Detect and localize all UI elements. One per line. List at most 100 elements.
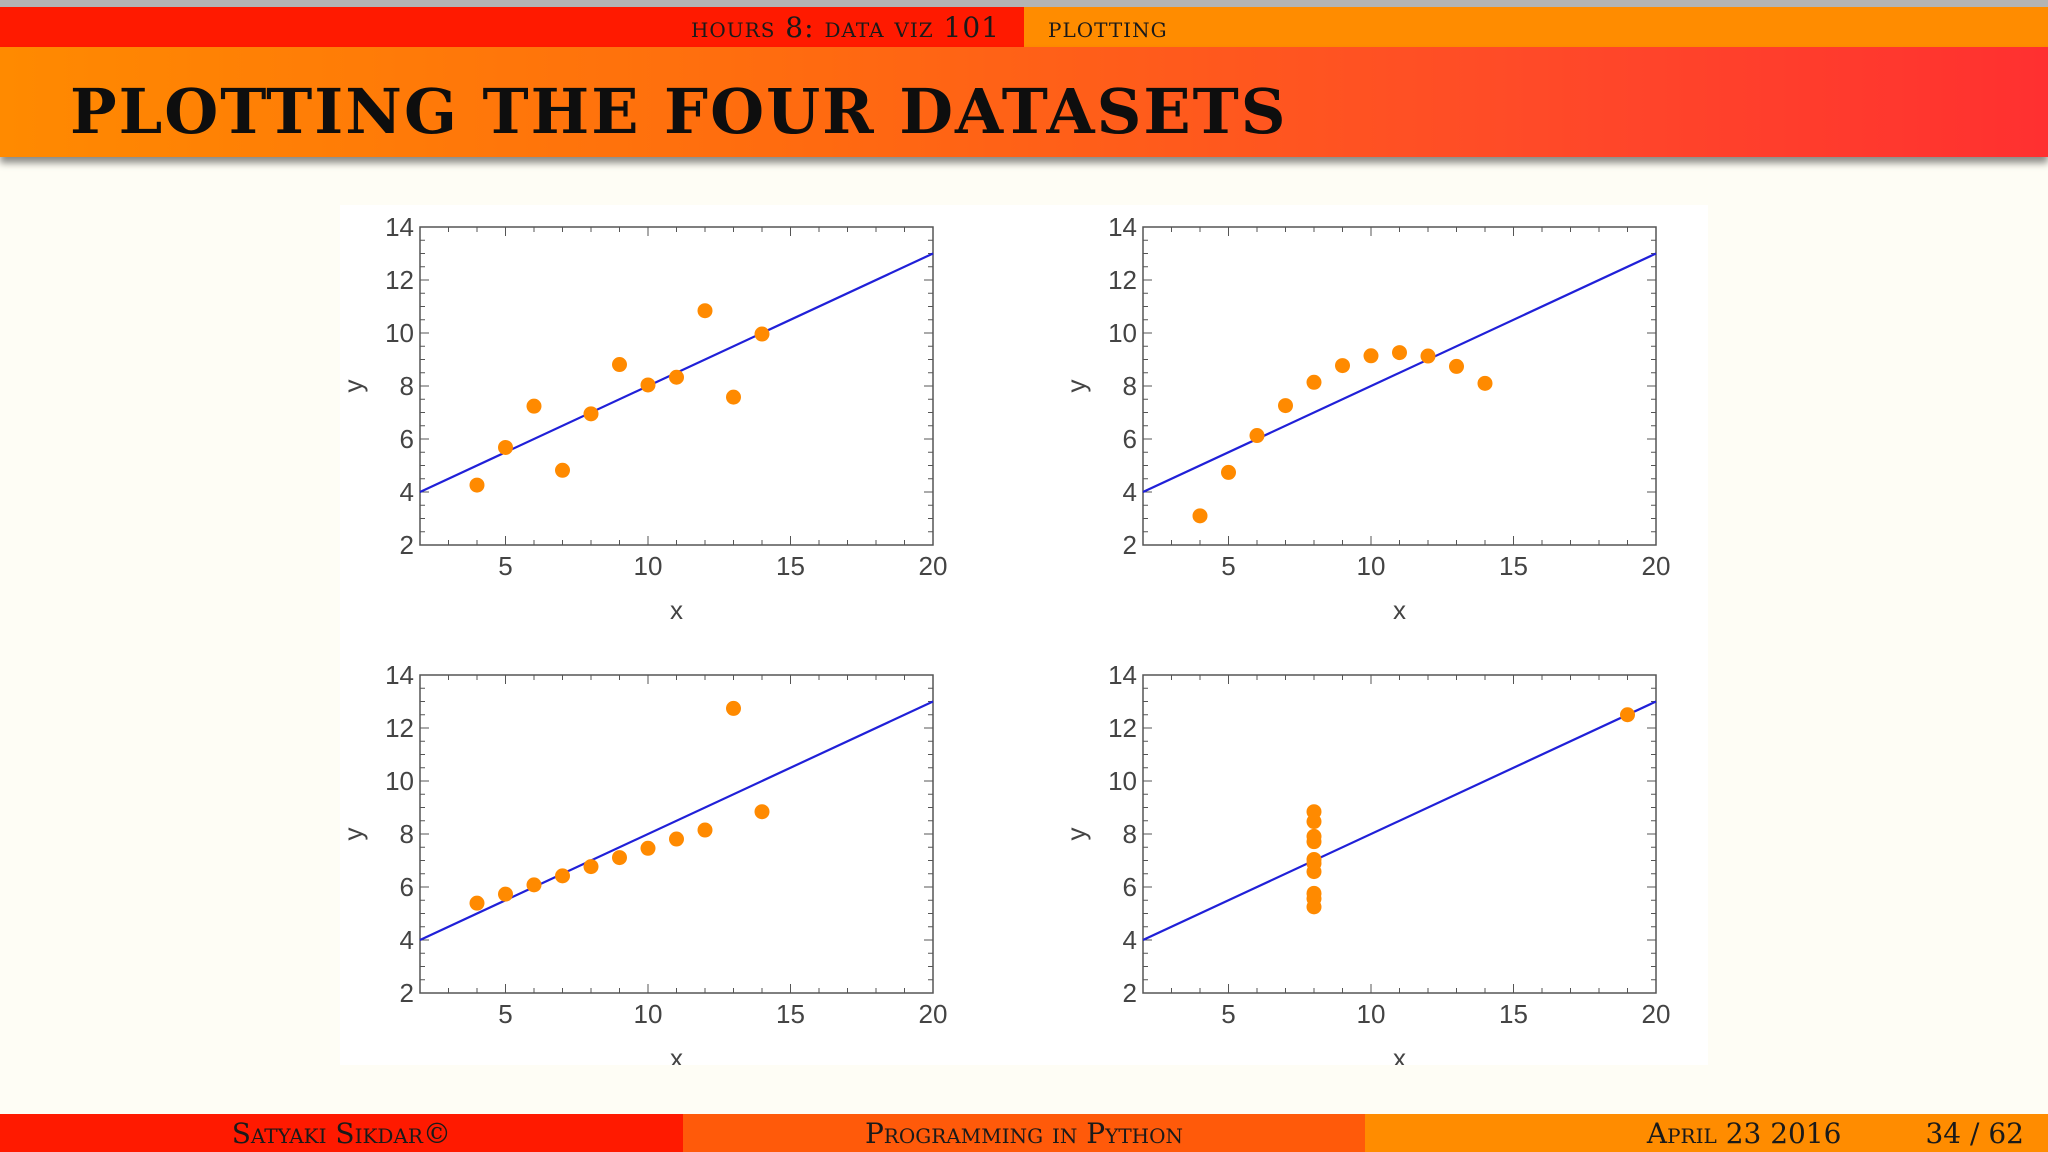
x-axis-label: x: [1393, 1043, 1406, 1065]
x-tick-label: 5: [498, 551, 512, 581]
y-tick-label: 2: [1123, 530, 1137, 560]
slide-title: PLOTTING THE FOUR DATASETS: [70, 75, 1288, 148]
y-tick-label: 4: [400, 477, 414, 507]
regression-line: [419, 700, 934, 941]
x-tick-label: 20: [919, 551, 948, 581]
x-tick-label: 10: [634, 551, 663, 581]
data-point: [640, 377, 656, 393]
x-tick-label: 20: [1642, 551, 1671, 581]
x-tick-label: 5: [1221, 999, 1235, 1029]
y-tick-label: 8: [400, 819, 414, 849]
nav-subsection-right[interactable]: plotting: [1024, 7, 2048, 47]
data-point: [1306, 374, 1322, 390]
data-point: [1221, 464, 1236, 480]
top-rule: [0, 0, 2048, 7]
footer-course: Programming in Python: [682, 1114, 1366, 1152]
data-point: [1278, 398, 1293, 414]
data-point: [583, 406, 599, 422]
data-point: [498, 439, 513, 455]
y-tick-label: 10: [385, 318, 414, 348]
x-tick-label: 10: [1357, 999, 1386, 1029]
data-point: [1363, 348, 1379, 364]
data-point: [726, 389, 741, 405]
x-tick-label: 15: [1499, 999, 1528, 1029]
chart-4: 5 10 15 20 2 4 6 8 10 12 14 x y: [1061, 660, 1671, 1073]
data-point: [1477, 375, 1493, 391]
data-point: [1420, 348, 1436, 364]
data-point: [555, 462, 570, 478]
regression-line: [1142, 700, 1657, 941]
chart-2: 5 10 15 20 2 4 6 8 10 12 14 x y: [1061, 212, 1670, 625]
data-point: [697, 822, 713, 838]
y-axis-label: y: [1061, 828, 1091, 841]
data-point: [1335, 358, 1350, 374]
data-point: [469, 477, 485, 493]
data-point: [498, 886, 513, 902]
plot-frame: [419, 226, 934, 546]
plot-frame: [1142, 674, 1657, 994]
y-tick-label: 4: [1123, 925, 1137, 955]
y-tick-label: 10: [1108, 318, 1137, 348]
data-point: [469, 895, 485, 911]
y-tick-label: 14: [1108, 660, 1137, 690]
y-tick-label: 2: [400, 978, 414, 1008]
x-tick-label: 5: [1221, 551, 1235, 581]
regression-line: [1142, 252, 1657, 493]
data-point: [669, 831, 684, 847]
x-tick-label: 15: [776, 551, 805, 581]
y-axis-label: y: [340, 828, 368, 841]
data-point: [1306, 891, 1322, 907]
footer-course-text: Programming in Python: [864, 1116, 1183, 1150]
data-point: [612, 357, 627, 373]
y-tick-label: 12: [1108, 265, 1137, 295]
nav-bar: hours 8: data viz 101 plotting: [0, 7, 2048, 47]
data-point: [526, 877, 542, 893]
footer-date-page: April 23 2016 34 / 62: [1365, 1114, 2048, 1152]
x-tick-label: 20: [1642, 999, 1671, 1029]
nav-section-left[interactable]: hours 8: data viz 101: [0, 7, 1024, 47]
footer-bar: Satyaki Sikdar© Programming in Python Ap…: [0, 1114, 2048, 1152]
data-point: [1392, 345, 1407, 361]
y-tick-label: 4: [1123, 477, 1137, 507]
y-tick-label: 14: [1108, 212, 1137, 242]
y-axis-label: y: [1061, 380, 1091, 393]
data-point: [669, 369, 684, 385]
y-tick-label: 10: [385, 766, 414, 796]
y-tick-label: 6: [1123, 424, 1137, 454]
footer-date: April 23 2016: [1646, 1116, 1842, 1150]
x-tick-label: 10: [634, 999, 663, 1029]
y-tick-label: 12: [1108, 713, 1137, 743]
data-point: [754, 326, 770, 342]
nav-subsection-title: plotting: [1048, 10, 1168, 44]
footer-author-text: Satyaki Sikdar©: [231, 1116, 451, 1150]
data-point: [1306, 814, 1322, 830]
data-point: [583, 859, 599, 875]
y-tick-label: 14: [385, 212, 414, 242]
title-bar: PLOTTING THE FOUR DATASETS: [0, 47, 2048, 157]
x-tick-label: 15: [1499, 551, 1528, 581]
data-point: [640, 840, 656, 856]
data-point: [555, 868, 570, 884]
data-point: [612, 850, 627, 866]
y-tick-label: 8: [1123, 371, 1137, 401]
figure-panel: 5 10 15 20 2 4 6 8 10 12 14 x y 5 10 15 20 2 4 6 8 10 12 14 x y 5 1…: [338, 205, 1708, 1073]
data-point: [1192, 508, 1208, 524]
chart-3: 5 10 15 20 2 4 6 8 10 12 14 x y: [338, 660, 947, 1073]
x-axis-label: x: [1393, 595, 1406, 625]
y-tick-label: 12: [385, 713, 414, 743]
y-tick-label: 4: [400, 925, 414, 955]
y-tick-label: 8: [1123, 819, 1137, 849]
x-axis-label: x: [670, 595, 683, 625]
chart-1: 5 10 15 20 2 4 6 8 10 12 14 x y: [338, 212, 948, 625]
scatter-plots-grid: 5 10 15 20 2 4 6 8 10 12 14 x y 5 10 15 20 2 4 6 8 10 12 14 x y 5 1…: [338, 212, 1671, 1073]
y-tick-label: 6: [1123, 872, 1137, 902]
y-tick-label: 14: [385, 660, 414, 690]
y-tick-label: 6: [400, 424, 414, 454]
data-point: [1620, 707, 1635, 723]
data-point: [1449, 358, 1464, 374]
data-point: [1306, 828, 1322, 844]
data-point: [1306, 855, 1322, 871]
data-point: [726, 700, 741, 716]
x-tick-label: 15: [776, 999, 805, 1029]
footer-page-number: 34 / 62: [1925, 1116, 2024, 1150]
